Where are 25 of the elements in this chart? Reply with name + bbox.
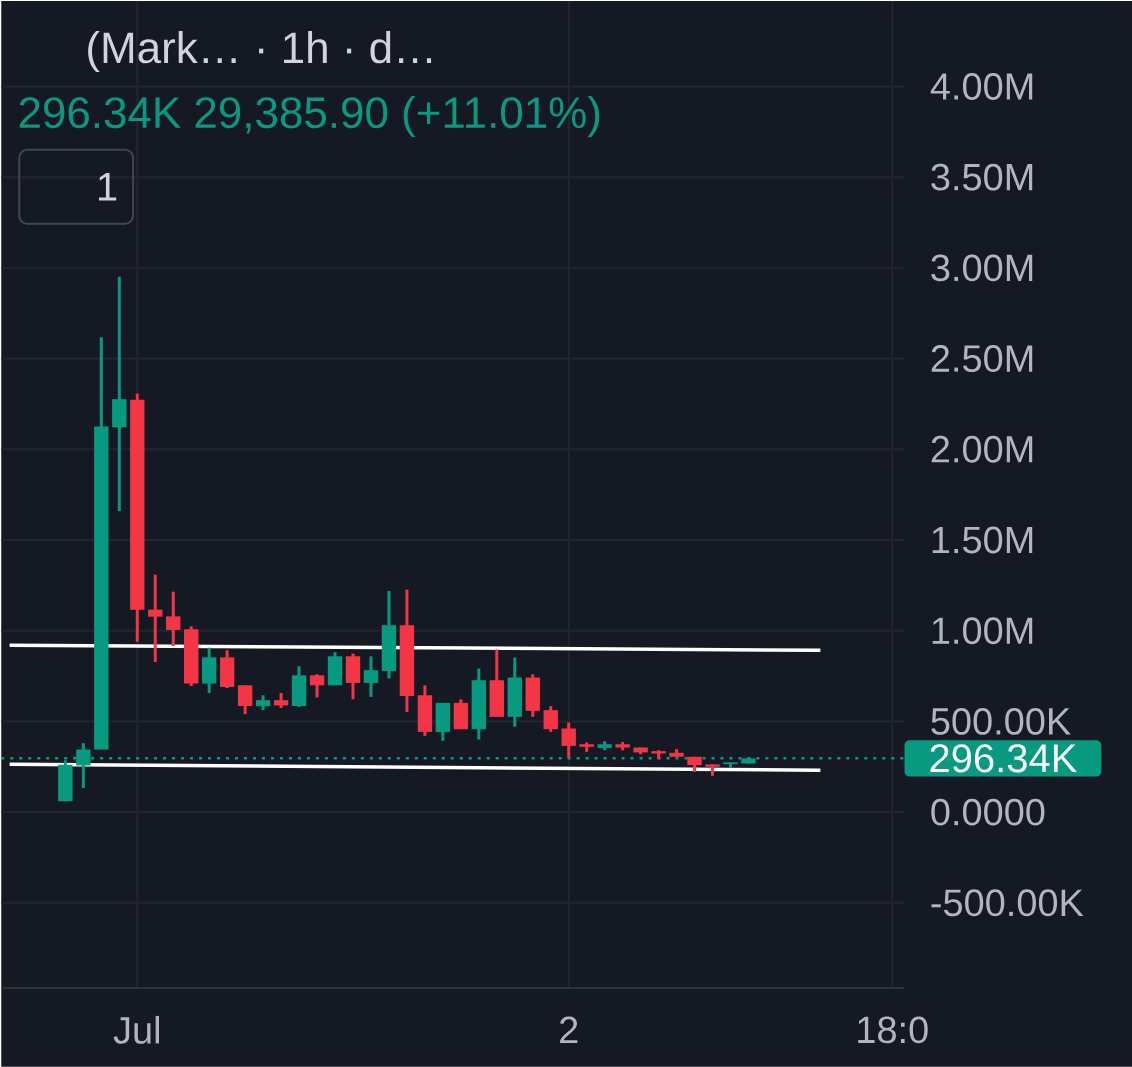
annotation: 1 — [98, 173, 117, 201]
ref-line-label: 296.34K — [930, 744, 1077, 773]
candlestick — [363, 656, 379, 697]
x-tick-label: 2 — [560, 1016, 578, 1044]
candlestick — [561, 722, 576, 758]
text: (Mark… · 1h · d… — [88, 31, 432, 73]
candlestick — [166, 590, 181, 647]
y-tick-label: 2.50M — [931, 345, 1033, 373]
y-tick-label: 3.50M — [931, 163, 1033, 191]
candlestick — [309, 674, 325, 698]
y-tick-label: 500.00K — [931, 708, 1071, 735]
candlestick — [543, 706, 558, 733]
y-tick-label: 1.00M — [932, 617, 1033, 645]
candlestick — [112, 275, 127, 513]
y-tick-label: 4.00M — [930, 73, 1033, 100]
candlestick — [237, 685, 253, 716]
y-tick-label: 0.0000 — [931, 798, 1045, 826]
text: 296.34K 29,385.90 (+11.01%) — [19, 96, 600, 138]
y-tick-label: -500.00K — [931, 889, 1084, 917]
y-tick-label: 3.00M — [931, 254, 1033, 282]
candlestick — [148, 574, 163, 664]
x-tick-label: 18:0 — [858, 1016, 928, 1044]
y-tick-label: 1.50M — [932, 526, 1033, 554]
y-tick-label: 2.00M — [931, 435, 1033, 463]
x-tick-label: Jul — [113, 1016, 159, 1044]
